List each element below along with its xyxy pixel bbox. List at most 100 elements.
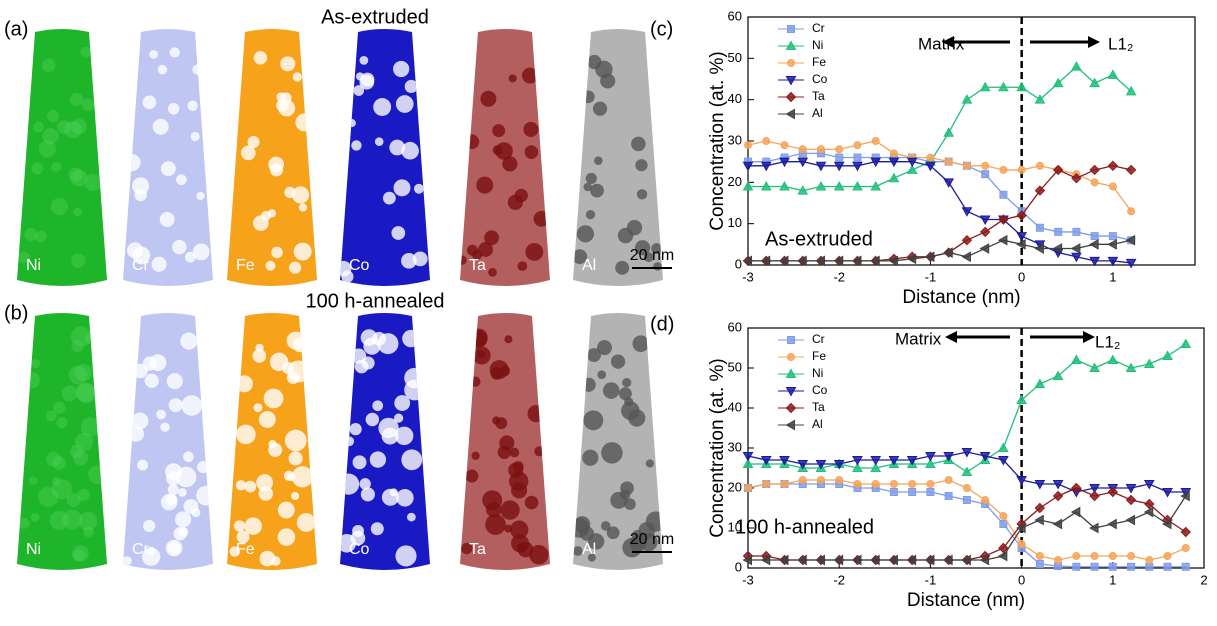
data-point [926, 153, 935, 162]
precipitate [51, 479, 72, 500]
data-point [742, 161, 754, 172]
legend-label: Co [812, 72, 828, 86]
element-label: Fe [236, 257, 255, 274]
x-tick-label: 1 [1109, 269, 1116, 284]
data-point [815, 554, 825, 566]
precipitate [80, 417, 100, 437]
precipitate [235, 480, 247, 491]
precipitate [41, 58, 56, 73]
precipitate [621, 401, 640, 420]
precipitate [374, 137, 384, 147]
data-point [1089, 256, 1101, 267]
precipitate [52, 456, 66, 470]
data-point [1034, 514, 1044, 526]
precipitate [470, 376, 481, 387]
data-point [1145, 556, 1154, 564]
data-point [870, 554, 880, 566]
data-point [1017, 540, 1026, 548]
data-point [979, 452, 991, 462]
legend-label: Fe [812, 55, 826, 69]
precipitate [602, 382, 620, 399]
data-point [1016, 232, 1028, 242]
data-point [944, 476, 953, 484]
precipitate [167, 103, 180, 115]
precipitate [288, 451, 303, 466]
precipitate [256, 474, 274, 491]
y-tick-label: 10 [728, 215, 742, 230]
precipitate [622, 377, 632, 388]
data-point [1054, 227, 1063, 236]
precipitate [291, 466, 314, 488]
legend-marker [787, 25, 795, 33]
panel-label: (c) [650, 18, 673, 40]
precipitate [404, 367, 425, 389]
data-point [943, 452, 954, 462]
data-point [816, 476, 825, 484]
x-tick-label: 1 [1109, 572, 1116, 587]
precipitate [587, 553, 596, 562]
precipitate [382, 191, 396, 205]
precipitate [73, 207, 82, 217]
scale-bar-label: 20 nm [630, 247, 674, 264]
data-point [1072, 562, 1081, 571]
series-line [748, 65, 1132, 192]
panel-title: 100 h-annealed [305, 290, 444, 312]
data-point [926, 488, 935, 496]
data-point [1052, 77, 1064, 88]
precipitate [524, 145, 539, 159]
data-point [1143, 506, 1154, 518]
precipitate [401, 141, 419, 160]
precipitate [401, 449, 423, 471]
data-point [1180, 338, 1192, 348]
data-point [1125, 494, 1137, 506]
precipitate [71, 118, 87, 135]
precipitate [402, 329, 420, 348]
data-point [943, 554, 953, 566]
panel-label: (d) [650, 313, 674, 335]
precipitate [192, 243, 210, 261]
data-point [944, 157, 953, 166]
precipitate [183, 451, 194, 463]
precipitate [46, 109, 60, 123]
data-point [961, 554, 971, 566]
precipitate [61, 385, 78, 402]
precipitate [395, 95, 414, 113]
precipitate [587, 54, 602, 70]
precipitate [290, 491, 300, 501]
precipitate [619, 489, 631, 501]
precipitate [465, 469, 479, 483]
precipitate [510, 520, 529, 539]
legend-marker [785, 40, 797, 50]
data-point [1016, 522, 1026, 534]
data-point [1052, 518, 1063, 530]
data-point [835, 153, 844, 162]
data-point [870, 180, 882, 191]
precipitate [391, 226, 406, 240]
data-point [997, 550, 1008, 562]
data-point [1089, 164, 1100, 176]
precipitate [64, 121, 82, 139]
precipitate [24, 227, 38, 242]
precipitate [393, 179, 411, 197]
precipitate [480, 90, 497, 107]
data-point [908, 488, 917, 496]
data-point [888, 554, 898, 566]
precipitate [38, 140, 57, 158]
legend-marker [787, 353, 796, 361]
data-point [1107, 518, 1117, 530]
data-point [1016, 394, 1027, 404]
data-point [979, 243, 990, 254]
data-point [852, 180, 863, 191]
precipitate [597, 370, 607, 380]
data-point [889, 488, 898, 496]
precipitate [579, 526, 595, 541]
data-point [906, 456, 918, 466]
precipitate [533, 210, 550, 227]
data-point [981, 496, 990, 504]
precipitate [68, 365, 88, 385]
precipitate [167, 484, 179, 496]
precipitate [295, 113, 314, 132]
precipitate [229, 546, 241, 557]
element-label: Al [582, 257, 596, 274]
